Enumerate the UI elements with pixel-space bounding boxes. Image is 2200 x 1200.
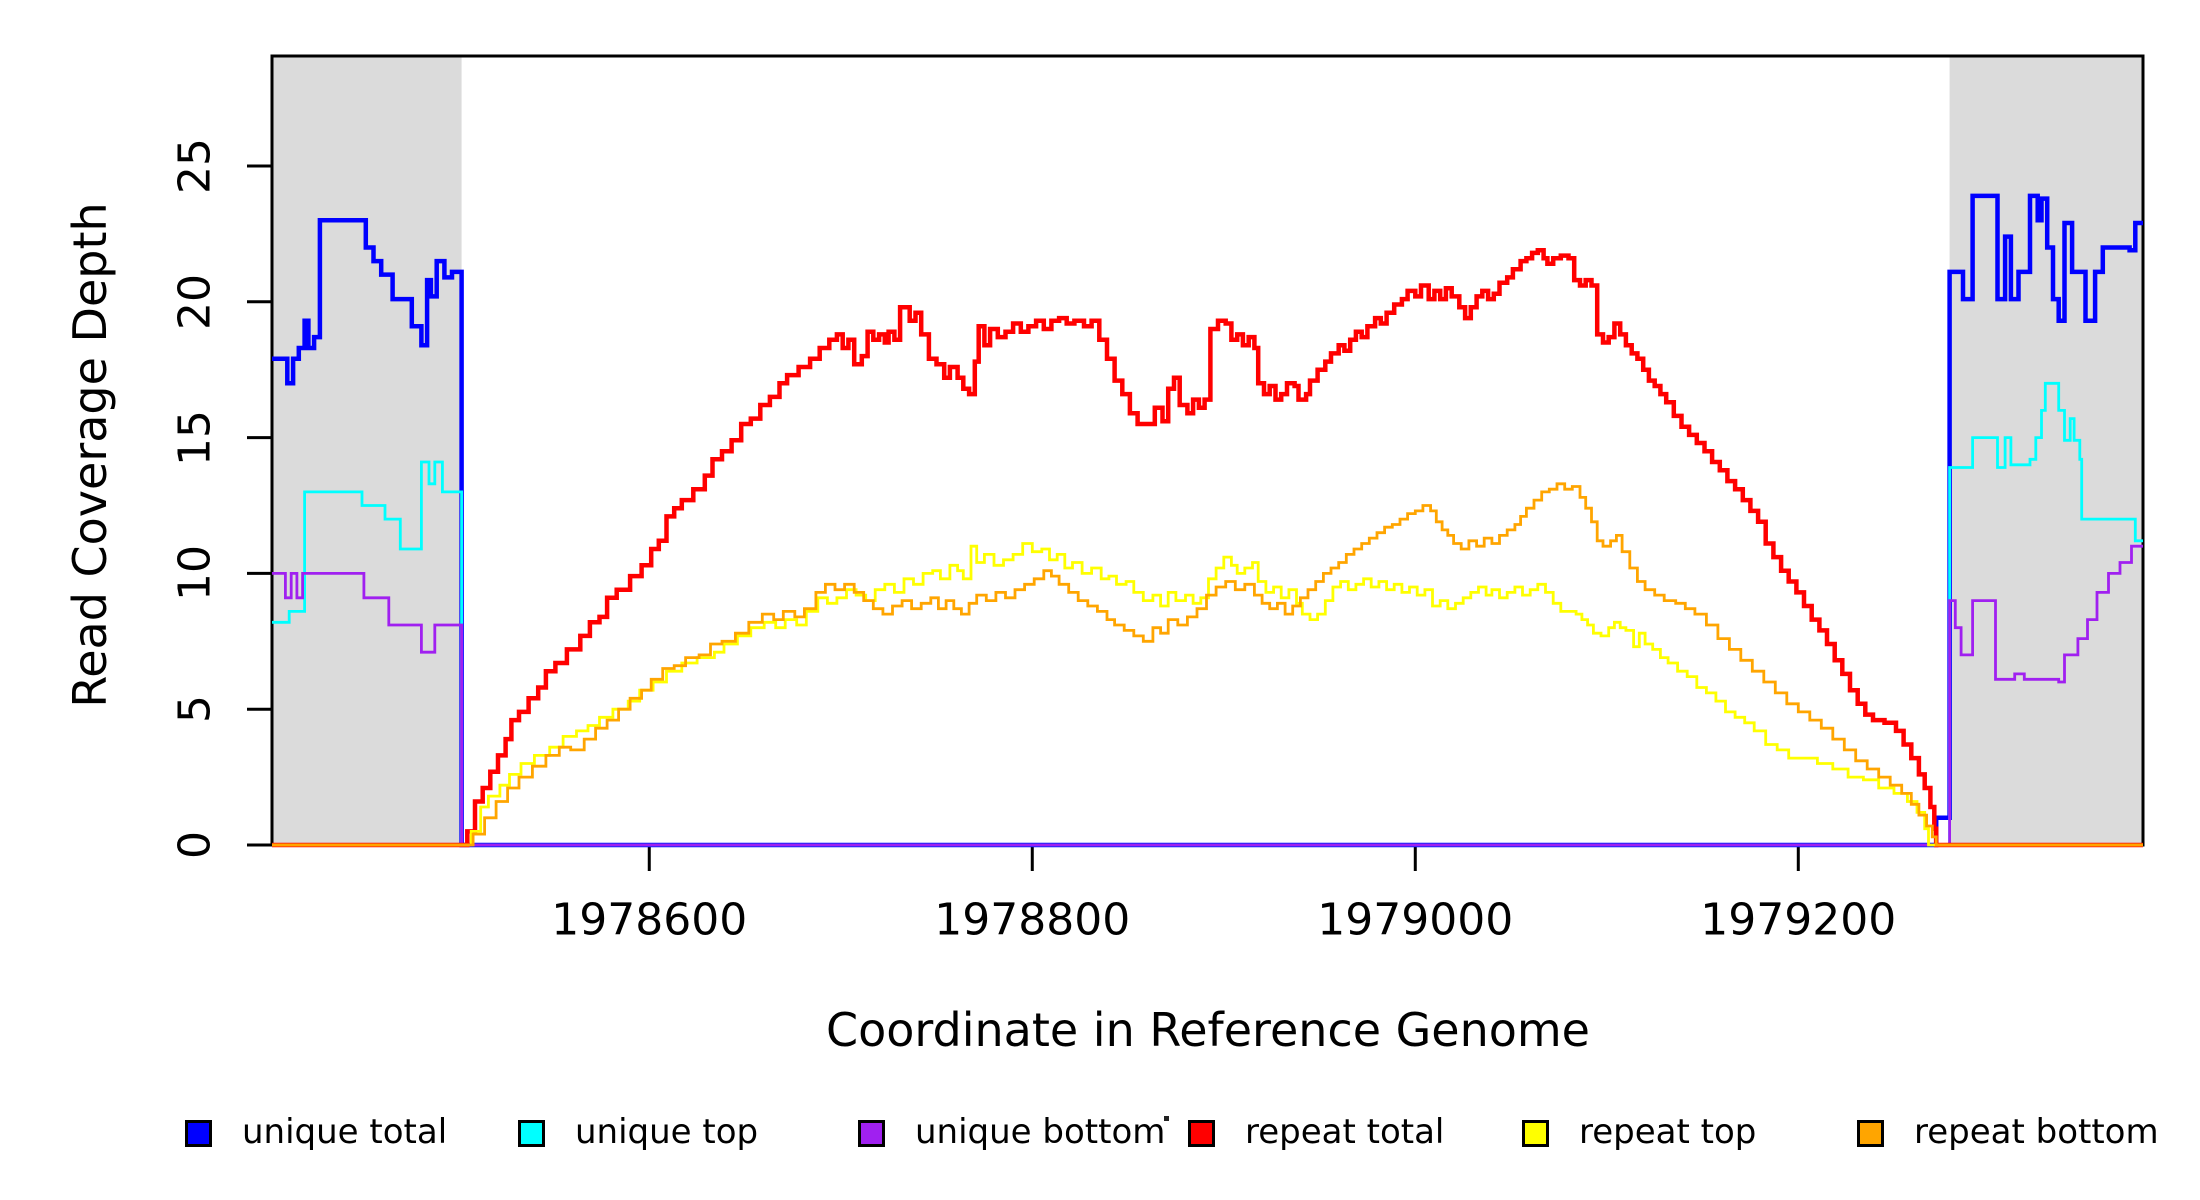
legend-label: repeat bottom — [1914, 1112, 2159, 1152]
legend-label: unique total — [242, 1112, 448, 1152]
legend-label: unique bottom — [915, 1112, 1166, 1152]
legend-swatch — [1522, 1119, 1549, 1147]
legend-item-repeat-total: repeat total — [1188, 1112, 1445, 1152]
legend-label: unique top — [575, 1112, 759, 1152]
legend-item-repeat-bottom: repeat bottom — [1857, 1112, 2159, 1152]
legend-item-unique-bottom: unique bottom — [858, 1112, 1166, 1152]
y-axis-title: Read Coverage Depth — [63, 202, 117, 708]
legend-label: repeat total — [1245, 1112, 1445, 1152]
x-tick-label: 1978800 — [934, 894, 1131, 946]
y-tick-label: 5 — [169, 695, 221, 724]
y-tick-label: 10 — [169, 545, 221, 602]
y-tick-label: 20 — [169, 273, 221, 330]
series-unique-bottom — [272, 544, 2143, 847]
shaded-region — [1949, 57, 2143, 844]
series-unique-top — [272, 381, 2143, 847]
legend-swatch — [1857, 1119, 1884, 1147]
plot-box — [270, 54, 2145, 847]
y-tick-label: 0 — [169, 831, 221, 859]
x-tick-label: 1979200 — [1700, 894, 1897, 946]
stray-dot — [1164, 1116, 1169, 1121]
series-repeat-total — [272, 247, 2143, 848]
legend-item-unique-total: unique total — [185, 1112, 448, 1152]
x-axis-title: Coordinate in Reference Genome — [826, 1003, 1590, 1057]
x-tick-label: 1978600 — [551, 894, 748, 946]
x-tick-label: 1979000 — [1317, 894, 1514, 946]
legend-item-repeat-top: repeat top — [1522, 1112, 1757, 1152]
legend-label: repeat top — [1579, 1112, 1757, 1152]
legend-swatch — [858, 1119, 885, 1147]
legend-swatch — [518, 1119, 545, 1147]
series-repeat-bottom — [272, 482, 2143, 847]
y-tick-label: 15 — [169, 409, 221, 466]
series-repeat-top — [272, 542, 2143, 847]
legend-swatch — [185, 1119, 212, 1147]
series-unique-total — [272, 193, 2143, 848]
shaded-region — [272, 57, 462, 844]
y-tick-label: 25 — [169, 137, 221, 194]
legend-swatch — [1188, 1119, 1215, 1147]
legend-item-unique-top: unique top — [518, 1112, 759, 1152]
